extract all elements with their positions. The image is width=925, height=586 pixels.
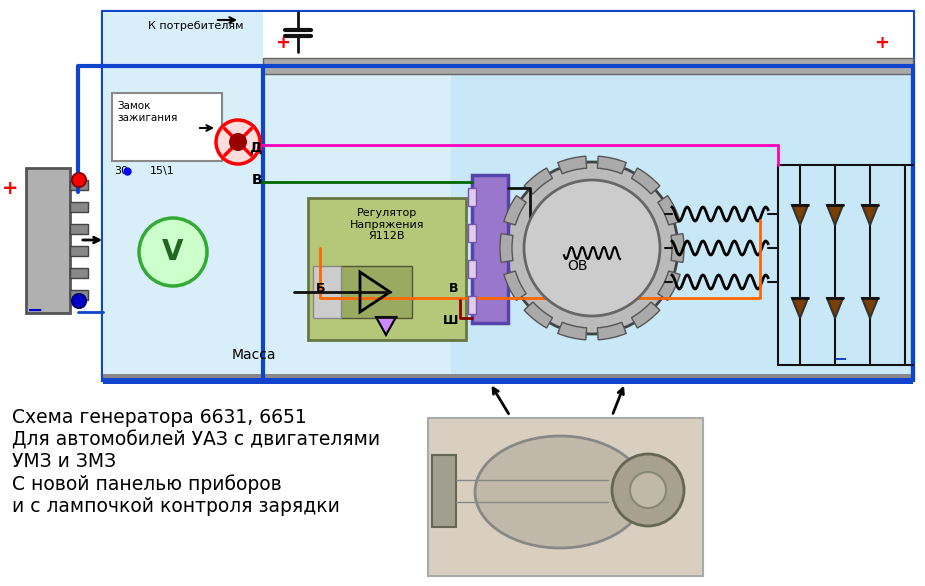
Text: −: −: [27, 301, 43, 319]
Text: 15\1: 15\1: [150, 166, 175, 176]
Text: В: В: [449, 281, 458, 295]
Text: +: +: [874, 34, 890, 52]
Polygon shape: [792, 205, 808, 225]
Text: Ш: Ш: [442, 314, 458, 326]
Polygon shape: [827, 205, 843, 225]
Text: −: −: [833, 349, 847, 367]
Text: Замок
зажигания: Замок зажигания: [117, 101, 178, 122]
Bar: [70, 268, 88, 278]
Bar: [70, 202, 88, 212]
Bar: [468, 188, 476, 206]
Text: Б: Б: [316, 281, 326, 295]
Wedge shape: [671, 234, 684, 263]
Wedge shape: [500, 234, 513, 263]
Bar: [70, 224, 88, 234]
Bar: [103, 12, 451, 380]
Text: Регулятор
Напряжения
Я112В: Регулятор Напряжения Я112В: [350, 208, 425, 241]
Text: V: V: [162, 238, 184, 266]
Ellipse shape: [475, 436, 645, 548]
Wedge shape: [524, 168, 552, 194]
Wedge shape: [598, 322, 626, 340]
Bar: [313, 266, 341, 318]
Circle shape: [139, 218, 207, 286]
Bar: [26, 168, 70, 313]
Wedge shape: [524, 302, 552, 328]
Text: +: +: [276, 34, 290, 52]
Circle shape: [506, 162, 678, 334]
Bar: [432, 455, 456, 527]
Polygon shape: [376, 317, 396, 335]
Wedge shape: [632, 168, 660, 194]
Circle shape: [229, 133, 247, 151]
Wedge shape: [504, 271, 526, 301]
Wedge shape: [658, 271, 680, 301]
Bar: [263, 58, 913, 74]
Text: ОВ: ОВ: [568, 259, 588, 273]
Bar: [263, 12, 913, 67]
Wedge shape: [632, 302, 660, 328]
Text: Масса: Масса: [232, 348, 277, 362]
Bar: [70, 180, 88, 190]
Wedge shape: [504, 196, 526, 225]
Text: 30: 30: [114, 166, 128, 176]
Bar: [468, 296, 476, 314]
Bar: [103, 12, 913, 380]
Wedge shape: [558, 322, 586, 340]
Circle shape: [612, 454, 684, 526]
Text: К потребителям: К потребителям: [148, 21, 243, 31]
Bar: [103, 374, 913, 380]
Polygon shape: [862, 205, 878, 225]
Bar: [112, 93, 222, 161]
Polygon shape: [827, 298, 843, 318]
Bar: [103, 378, 913, 384]
Polygon shape: [792, 298, 808, 318]
Bar: [468, 260, 476, 278]
Text: В: В: [252, 173, 262, 187]
Bar: [308, 198, 466, 340]
Bar: [70, 290, 88, 300]
Circle shape: [72, 294, 86, 308]
Circle shape: [216, 120, 260, 164]
Text: Д: Д: [250, 141, 262, 155]
Bar: [472, 175, 508, 323]
Bar: [428, 418, 703, 576]
Polygon shape: [862, 298, 878, 318]
Bar: [340, 266, 412, 318]
Circle shape: [630, 472, 666, 508]
Wedge shape: [558, 156, 586, 174]
Bar: [468, 224, 476, 242]
Text: +: +: [2, 179, 19, 197]
Wedge shape: [658, 196, 680, 225]
Wedge shape: [598, 156, 626, 174]
Circle shape: [72, 173, 86, 187]
Circle shape: [524, 180, 660, 316]
Bar: [70, 246, 88, 256]
Text: Схема генератора 6631, 6651
Для автомобилей УАЗ с двигателями
УМЗ и ЗМЗ
С новой : Схема генератора 6631, 6651 Для автомоби…: [12, 408, 380, 516]
